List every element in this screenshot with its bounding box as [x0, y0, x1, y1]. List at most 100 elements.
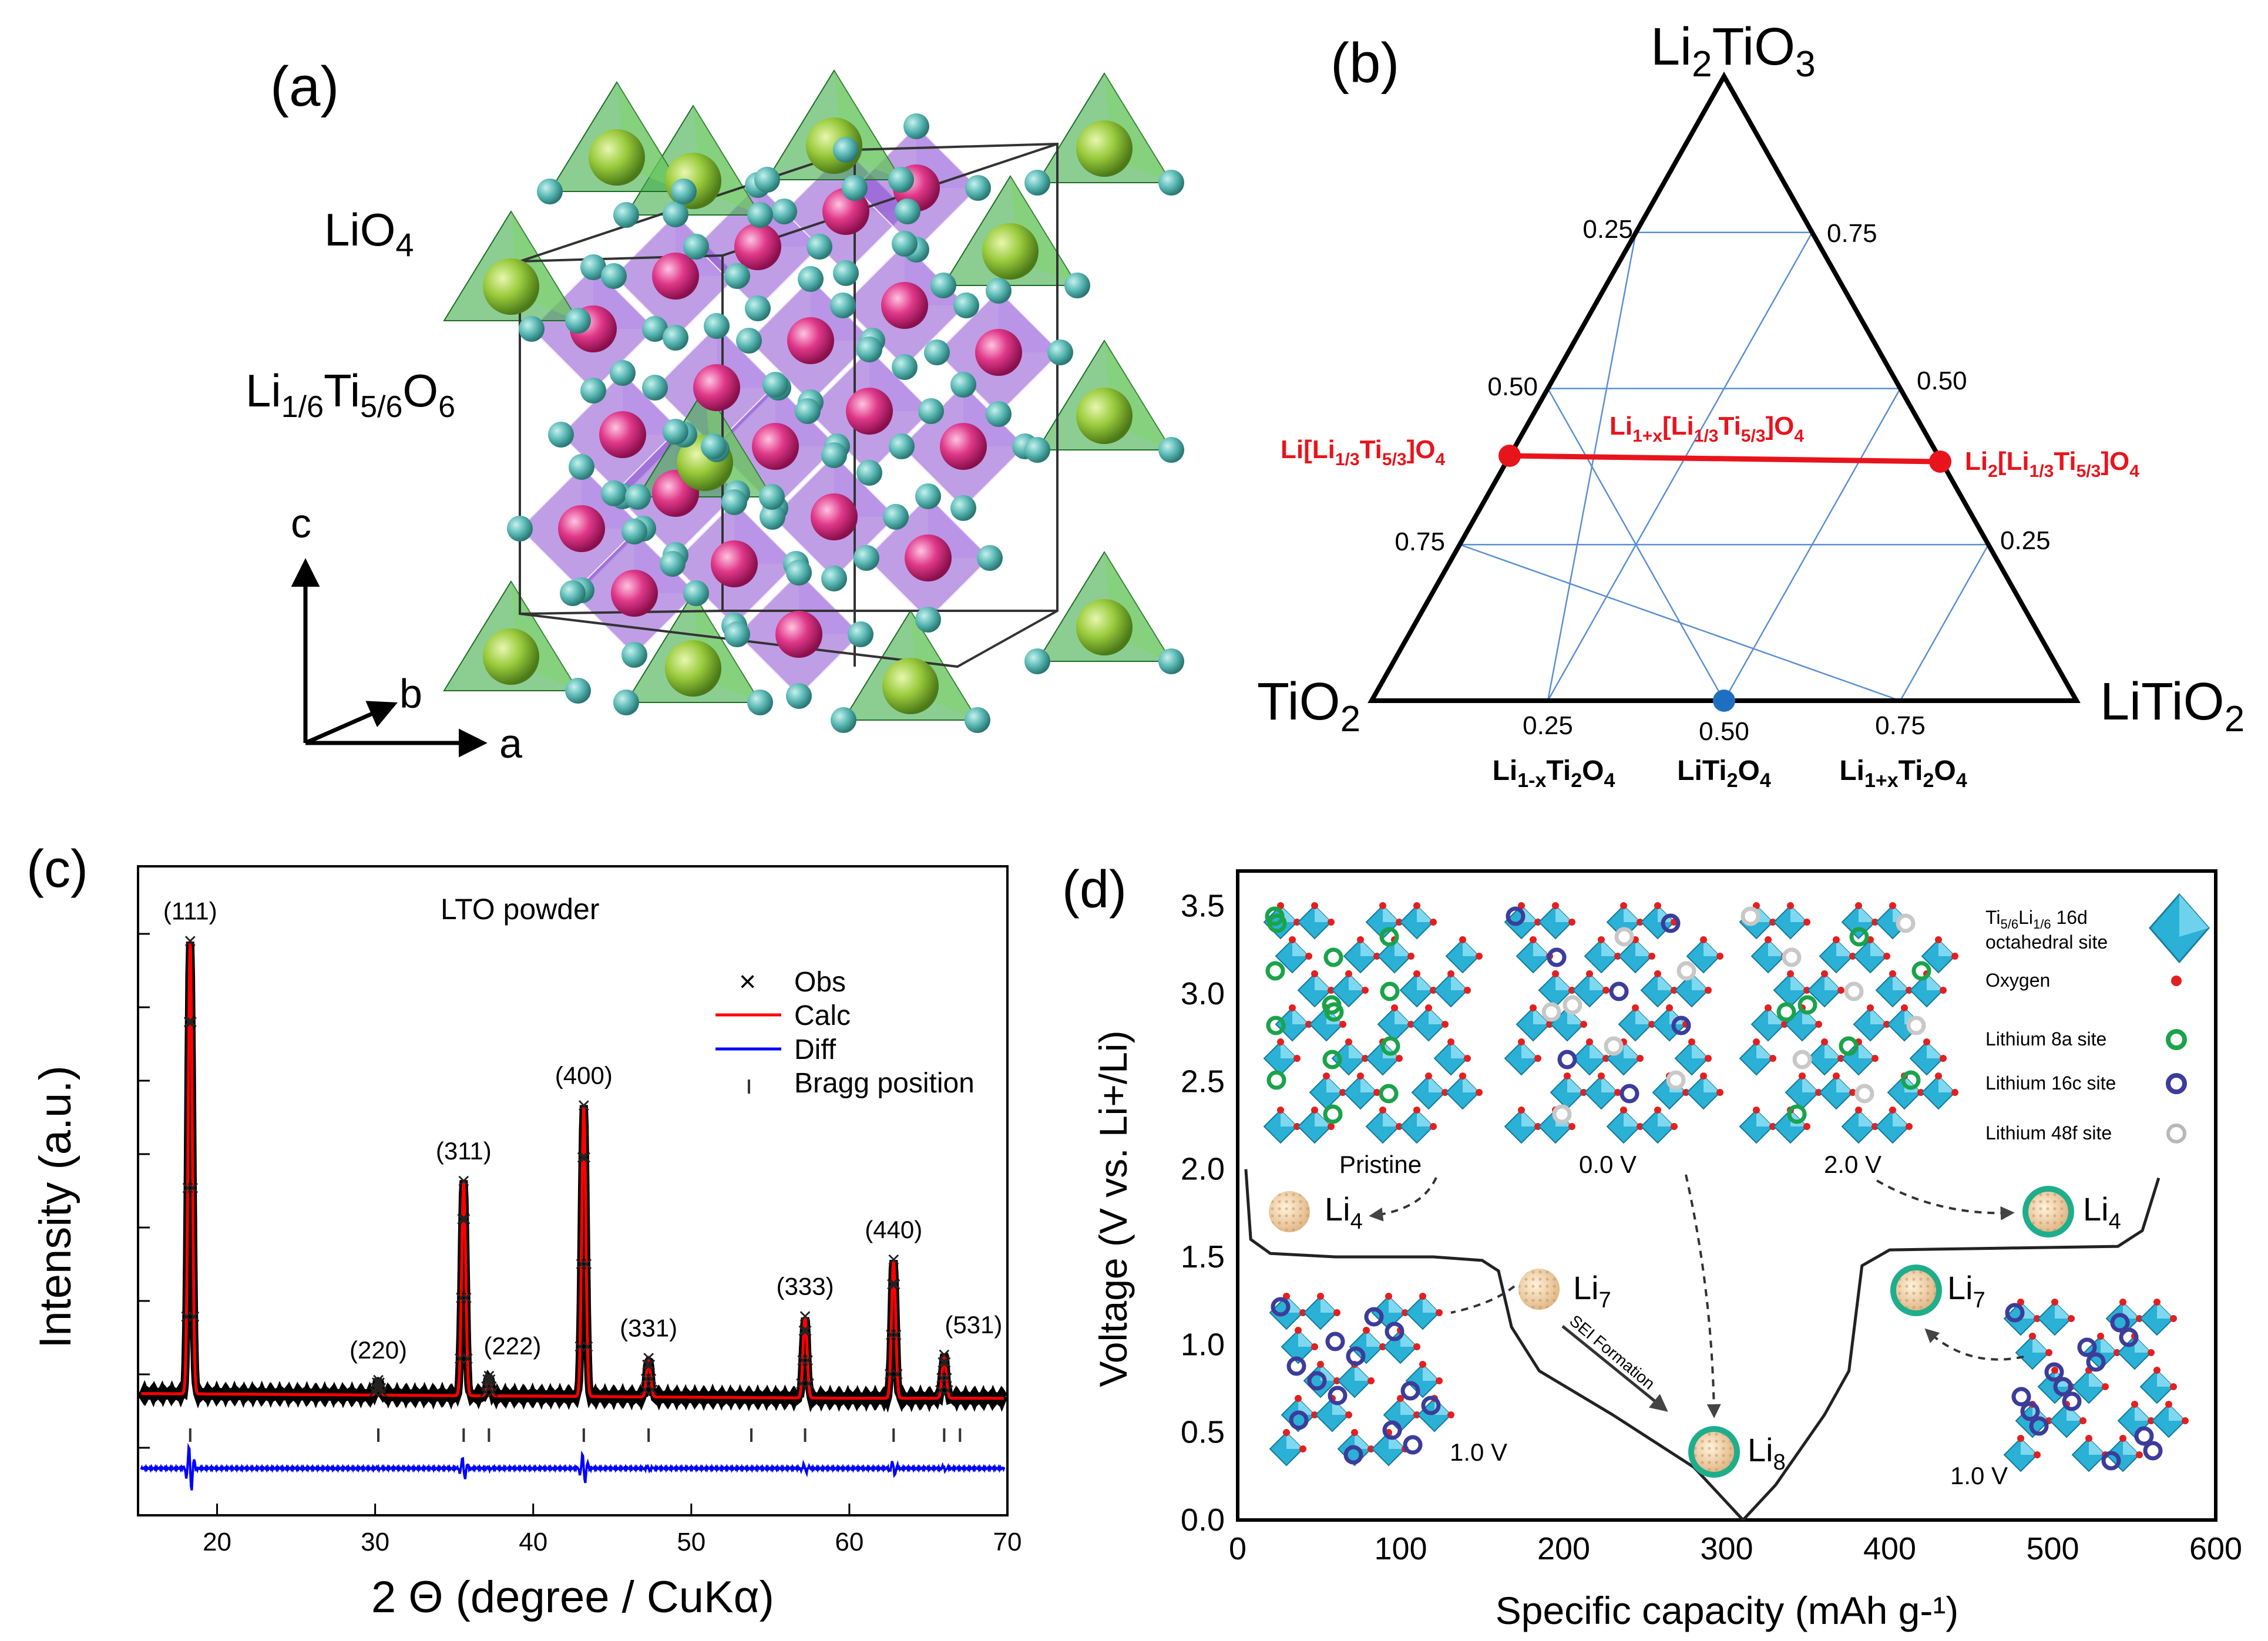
oxygen-sphere	[625, 484, 651, 510]
oxygen-sphere	[760, 504, 785, 530]
oxygen-dot	[1436, 1309, 1443, 1316]
li-site	[1380, 981, 1400, 1001]
oxygen-sphere	[537, 179, 563, 204]
oxygen-sphere	[1158, 648, 1184, 674]
octa-face	[1321, 1296, 1337, 1313]
vertex-top-label: Li2TiO3	[1651, 18, 1816, 85]
oxygen-dot	[1716, 1089, 1723, 1096]
oxygen-dot	[1906, 987, 1913, 994]
crystal-structure-illustration	[443, 69, 1184, 733]
voltage-plot-frame	[1236, 869, 2217, 1522]
obs-marker: ×	[887, 1247, 901, 1273]
octa-face	[1315, 906, 1331, 922]
octa-face	[1590, 1042, 1606, 1058]
ti-li-sphere	[752, 423, 799, 470]
oxygen-dot	[1769, 1055, 1776, 1062]
li-ball-li4-right: Li4	[2022, 1186, 2121, 1238]
li-site	[1676, 961, 1696, 981]
octa-face	[1451, 974, 1467, 990]
octa-face	[1555, 906, 1572, 922]
octa-face	[1417, 974, 1433, 990]
obs-marker: ×	[478, 1379, 492, 1405]
octa-face	[1315, 974, 1331, 990]
oxygen-dot	[1901, 1004, 1908, 1011]
xrd-plot-frame	[137, 865, 1009, 1516]
li-site	[1849, 927, 1869, 947]
octa-face	[1429, 1008, 1445, 1024]
oxygen-dot	[1293, 1055, 1301, 1062]
oxygen-dot	[1935, 936, 1942, 943]
octa-face	[1281, 1042, 1297, 1058]
oxygen-dot	[1464, 987, 1471, 994]
octa-face	[1768, 940, 1785, 956]
structure-inset	[2003, 1299, 2189, 1472]
oxygen-dot	[1654, 970, 1661, 977]
legend-bragg: Bragg position	[794, 1068, 975, 1099]
axis-b-label: b	[399, 671, 422, 717]
oxygen-sphere	[701, 433, 727, 459]
svg-text:Li7: Li7	[1573, 1269, 1611, 1313]
oxygen-sphere	[986, 278, 1012, 304]
ti-li-sphere	[599, 411, 646, 458]
oxygen-dot	[1568, 987, 1575, 994]
li-site	[1901, 1070, 1921, 1090]
oxygen-dot	[1821, 970, 1828, 977]
obs-band	[137, 941, 1008, 1413]
compound-liti2o4: LiTi2O4	[1677, 755, 1771, 792]
caption-1v-right: 1.0 V	[1950, 1462, 2008, 1489]
octa-face	[1326, 1076, 1343, 1092]
oxygen-dot	[1518, 1038, 1525, 1045]
li-site	[2101, 1451, 2121, 1471]
oxygen-dot	[1373, 1089, 1380, 1096]
li-site	[2110, 1313, 2130, 1333]
oxygen-sphere	[950, 495, 976, 521]
li-site	[1563, 995, 1582, 1015]
li-site	[1541, 1002, 1561, 1022]
species-tetra-label: LiO4	[324, 204, 414, 263]
octa-face	[2055, 1302, 2071, 1319]
y-tick-label: 3.0	[1181, 976, 1225, 1011]
oxygen-dot	[1889, 970, 1896, 977]
oxygen-sphere	[924, 339, 950, 365]
oxygen-dot	[2079, 1417, 2086, 1424]
octa-face	[1555, 974, 1572, 990]
obs-marker: ×	[461, 1346, 474, 1372]
ti-li-sphere	[975, 329, 1022, 376]
y-tick-label: 0.5	[1181, 1415, 1225, 1450]
obs-marker: ×	[369, 1375, 382, 1401]
li-site	[1906, 1015, 1926, 1035]
svg-text:Li4: Li4	[1325, 1191, 1363, 1234]
oxygen-sphere	[660, 551, 686, 577]
obs-marker: ×	[368, 1379, 381, 1405]
legend-octa-line1: Ti5/6Li1/6 16d	[1985, 907, 2088, 932]
octa-face	[2032, 1336, 2049, 1353]
oxygen-sphere	[548, 422, 574, 448]
oxygen-dot	[1413, 1343, 1420, 1350]
obs-marker: ×	[182, 1010, 196, 1035]
obs-marker: ×	[936, 1350, 950, 1376]
li-site	[1776, 1002, 1796, 1022]
legend-li8a-dot	[2166, 1029, 2187, 1050]
oxygen-dot	[2017, 1435, 2024, 1442]
oxygen-sphere	[642, 375, 668, 401]
discharge-curve	[1244, 1169, 1745, 1521]
li-site	[1379, 1084, 1399, 1104]
oxygen-sphere	[856, 460, 882, 486]
oxygen-sphere	[580, 378, 606, 403]
oxygen-dot	[1419, 1293, 1426, 1300]
obs-marker: ×	[640, 1352, 654, 1378]
octa-face	[1601, 1076, 1618, 1092]
x-tick-label: 30	[361, 1528, 389, 1556]
x-tick-label: 40	[519, 1528, 547, 1556]
oxygen-dot	[1299, 1445, 1306, 1452]
oxygen-dot	[1889, 902, 1896, 909]
oxygen-dot	[1311, 1343, 1318, 1350]
oxygen-sphere	[663, 325, 688, 351]
octa-face	[1870, 940, 1887, 956]
oxygen-dot	[2136, 1451, 2143, 1458]
oxygen-dot	[1333, 1377, 1340, 1384]
oxygen-dot	[1787, 902, 1794, 909]
ti-li-sphere	[881, 282, 928, 329]
octa-face	[1395, 940, 1411, 956]
oxygen-dot	[1568, 1123, 1575, 1130]
